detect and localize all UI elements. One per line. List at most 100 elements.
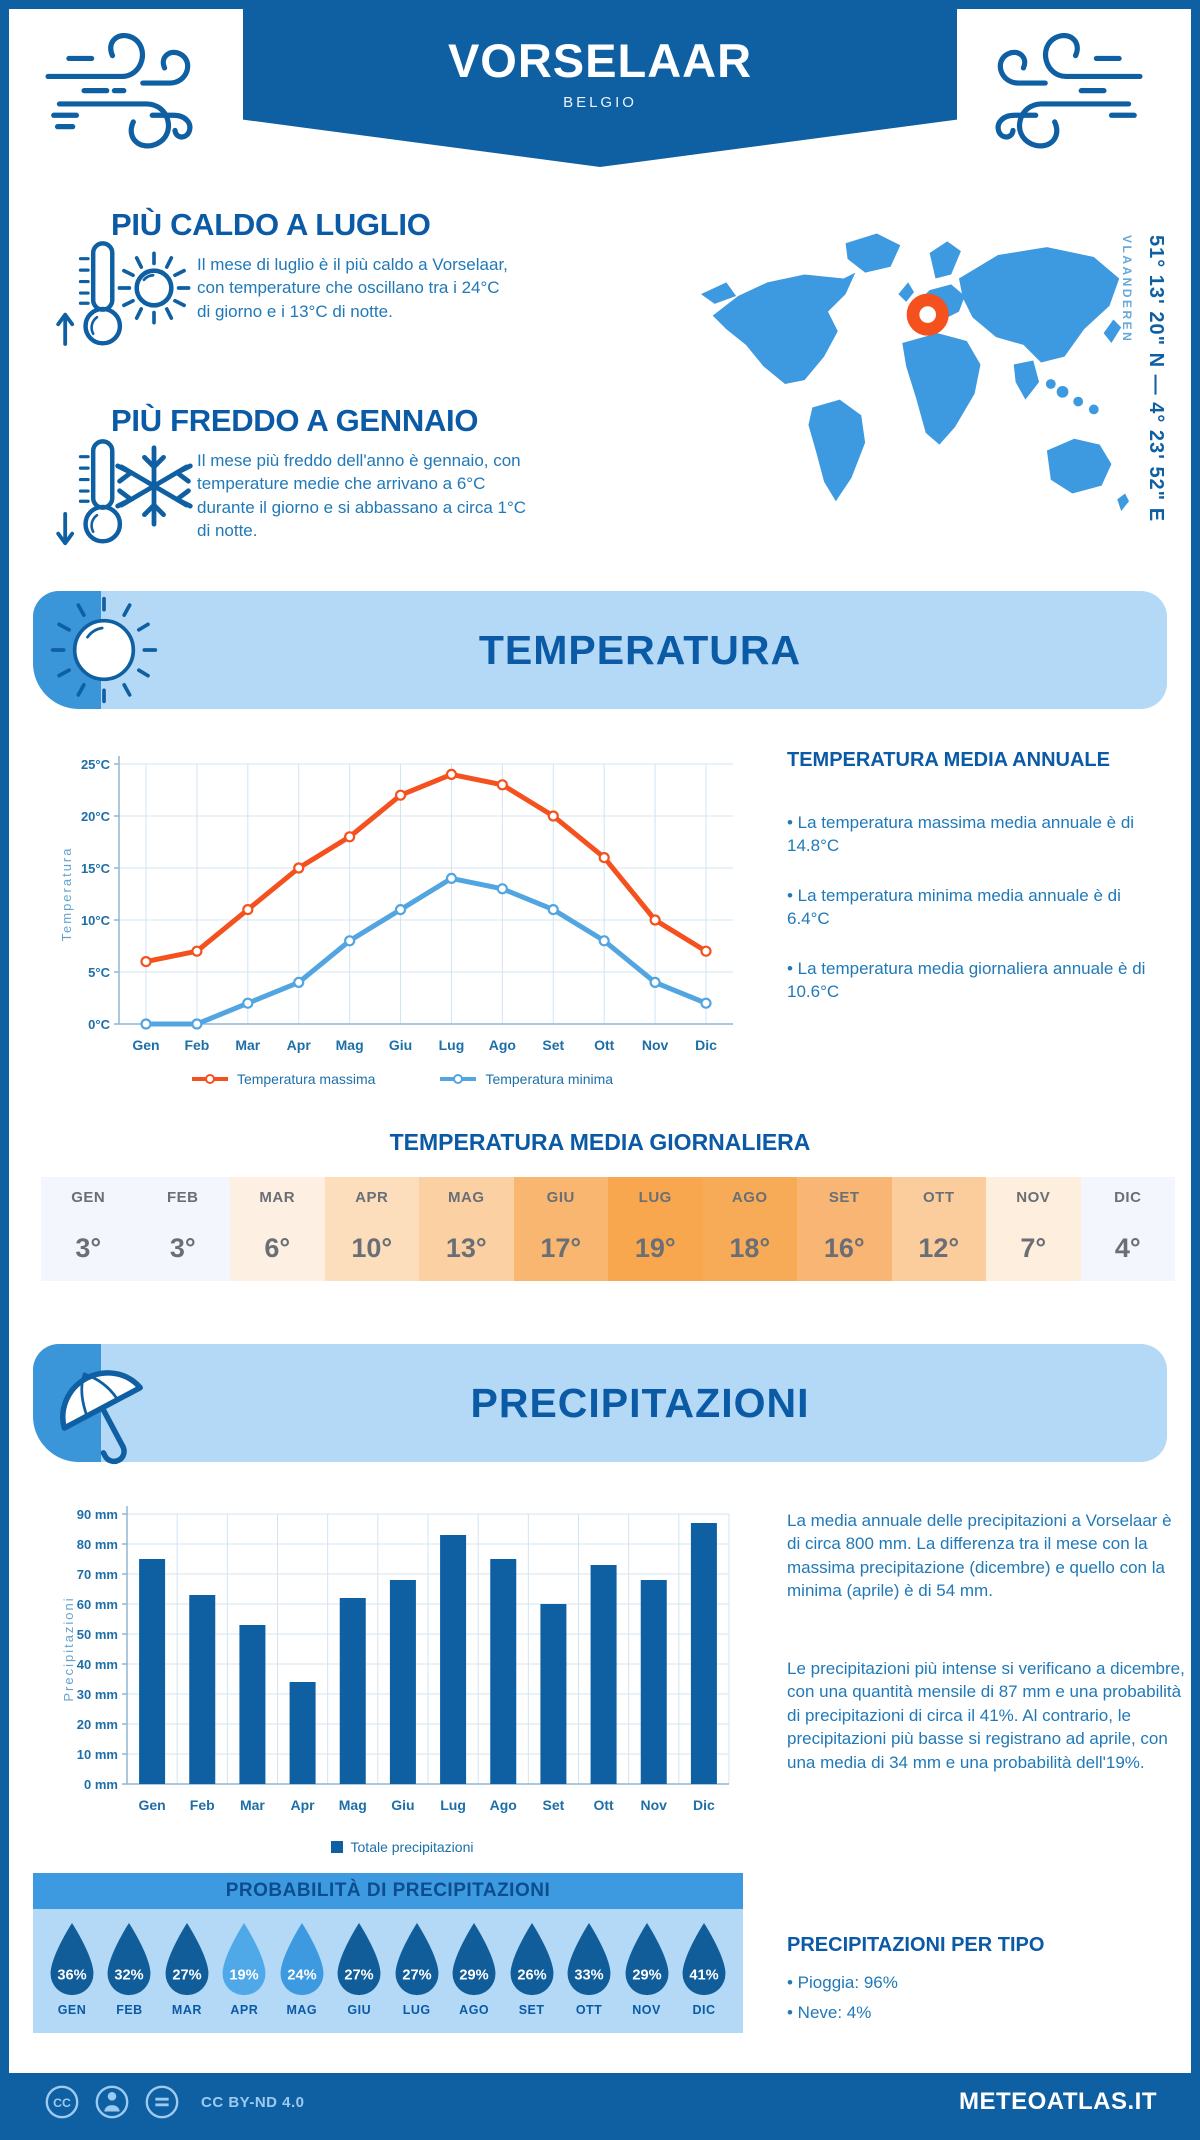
coordinates-label: 51° 13' 20" N — 4° 23' 52" E	[1145, 235, 1167, 523]
droplet-icon: 27%	[337, 1922, 381, 1996]
table-temp-value: 19°	[634, 1233, 676, 1263]
table-temp-value: 6°	[264, 1233, 291, 1263]
bar-Nov	[640, 1580, 667, 1784]
svg-text:24%: 24%	[287, 1968, 316, 1984]
droplet-month-label: MAG	[286, 2003, 318, 2017]
svg-text:25°C: 25°C	[81, 757, 111, 772]
license-block: CC CC BY-ND 4.0	[43, 2083, 305, 2121]
droplet-month-label: DIC	[692, 2003, 716, 2017]
table-column-LUG: LUG 19°	[608, 1177, 703, 1281]
droplet-OTT: 33% OTT	[562, 1921, 616, 2017]
legend-line-swatch	[440, 1074, 477, 1084]
bullet-max-temp: • La temperatura massima media annuale è…	[787, 813, 1135, 856]
footer: CC CC BY-ND 4.0 METEOATLAS.IT	[9, 2073, 1191, 2131]
svg-text:Precipitazioni: Precipitazioni	[61, 1596, 76, 1701]
droplet-icon: 19%	[222, 1922, 266, 1996]
legend-label: Temperatura massima	[236, 1071, 376, 1087]
droplet-icon: 33%	[567, 1922, 611, 1996]
bar-Feb	[189, 1595, 216, 1784]
svg-text:60 mm: 60 mm	[77, 1597, 118, 1612]
license-label: CC BY-ND 4.0	[201, 2093, 305, 2111]
svg-text:Apr: Apr	[291, 1797, 316, 1813]
svg-text:15°C: 15°C	[81, 861, 111, 876]
cc-icon: CC	[45, 2085, 79, 2119]
droplet-GEN: 36% GEN	[45, 1921, 99, 2017]
svg-text:26%: 26%	[517, 1968, 546, 1984]
droplet-icon: 29%	[625, 1922, 668, 1996]
bar-Mar	[239, 1625, 266, 1784]
table-temp-value: 18°	[729, 1233, 771, 1263]
wind-icon	[45, 33, 193, 149]
svg-text:Lug: Lug	[439, 1037, 465, 1053]
precipitation-text-2: Le precipitazioni più intense si verific…	[787, 1659, 1185, 1772]
sun-icon	[117, 251, 191, 325]
bar-Dic	[690, 1523, 717, 1784]
table-temp-value: 17°	[540, 1233, 582, 1263]
droplet-GIU: 27% GIU	[332, 1921, 386, 2017]
bar-Mag	[339, 1598, 366, 1784]
droplet-MAR: 27% MAR	[160, 1921, 214, 2017]
droplet-icon: 29%	[452, 1922, 496, 1996]
daily-table: GEN 3° FEB 3° MAR 6° APR 10° MAG 13° GIU 17° LUG 19° A…	[41, 1177, 1175, 1281]
snowflake-icon	[115, 445, 193, 527]
temperature-legend: Temperatura massima Temperatura minima	[57, 1071, 747, 1087]
cc-by-icon	[95, 2085, 129, 2119]
svg-text:Mag: Mag	[336, 1037, 364, 1053]
droplet-icon: 27%	[165, 1922, 209, 1996]
legend-item: Temperatura massima	[191, 1071, 376, 1087]
droplet-month-label: AGO	[459, 2003, 490, 2017]
svg-text:50 mm: 50 mm	[77, 1627, 118, 1642]
svg-text:27%: 27%	[402, 1968, 431, 1984]
svg-text:Temperatura: Temperatura	[59, 847, 74, 942]
table-column-MAR: MAR 6°	[230, 1177, 325, 1281]
svg-text:Set: Set	[542, 1037, 564, 1053]
hot-section-title: PIÙ CALDO A LUGLIO	[111, 207, 431, 242]
annual-temperature-bullets: • La temperatura massima media annuale è…	[787, 811, 1159, 1004]
droplet-month-label: FEB	[116, 2003, 143, 2017]
svg-text:33%: 33%	[574, 1968, 603, 1984]
droplet-month-label: SET	[518, 2003, 545, 2017]
table-temp-value: 12°	[918, 1233, 960, 1263]
svg-text:Ago: Ago	[489, 1037, 516, 1053]
svg-text:20°C: 20°C	[81, 809, 111, 824]
svg-text:70 mm: 70 mm	[77, 1567, 118, 1582]
thermometer-hot-icon	[56, 241, 123, 346]
precipitation-chart: 0 mm 10 mm 20 mm 30 mm 40 mm 50 mm 60 mm 70 mm 8…	[61, 1506, 730, 1813]
table-column-AGO: AGO 18°	[702, 1177, 797, 1281]
table-column-NOV: NOV 7°	[986, 1177, 1081, 1281]
droplet-FEB: 32% FEB	[102, 1921, 156, 2017]
bullet-daily-temp: • La temperatura media giornaliera annua…	[787, 958, 1146, 1002]
legend-item: Temperatura minima	[439, 1071, 613, 1087]
svg-text:Gen: Gen	[132, 1037, 159, 1053]
svg-text:Mag: Mag	[339, 1797, 367, 1813]
bar-Set	[540, 1604, 567, 1784]
svg-text:Dic: Dic	[695, 1037, 717, 1053]
droplet-icon: 32%	[108, 1922, 151, 1996]
droplet-NOV: 29% NOV	[620, 1921, 674, 2017]
droplet-DIC: 41% DIC	[677, 1921, 731, 2017]
svg-text:Ago: Ago	[490, 1797, 517, 1813]
temperature-banner-title: TEMPERATURA	[478, 626, 802, 673]
probability-title: PROBABILITÀ DI PRECIPITAZIONI	[33, 1873, 743, 1909]
droplet-month-label: MAR	[171, 2003, 202, 2017]
droplet-month-label: GEN	[57, 2003, 87, 2017]
daily-temperature-title: TEMPERATURA MEDIA GIORNALIERA	[389, 1129, 811, 1155]
precipitation-text-1: La media annuale delle precipitazioni a …	[787, 1511, 1172, 1601]
svg-text:Giu: Giu	[389, 1037, 412, 1053]
precipitation-type-rain: • Pioggia: 96%	[787, 1973, 898, 1992]
table-month-label: MAG	[448, 1189, 485, 1206]
svg-text:10°C: 10°C	[81, 913, 111, 928]
world-map	[700, 233, 1129, 512]
table-month-label: SET	[828, 1189, 860, 1206]
wind-icon	[995, 33, 1143, 149]
droplet-icon: 24%	[280, 1922, 324, 1996]
page-title: VORSELAAR	[447, 34, 753, 87]
svg-text:CC: CC	[53, 2096, 71, 2110]
table-month-label: APR	[355, 1189, 389, 1206]
svg-text:0 mm: 0 mm	[84, 1777, 118, 1792]
precipitation-type-snow: • Neve: 4%	[787, 2003, 872, 2022]
svg-text:29%: 29%	[632, 1968, 661, 1984]
table-temp-value: 16°	[823, 1233, 865, 1263]
droplet-AGO: 29% AGO	[447, 1921, 501, 2017]
